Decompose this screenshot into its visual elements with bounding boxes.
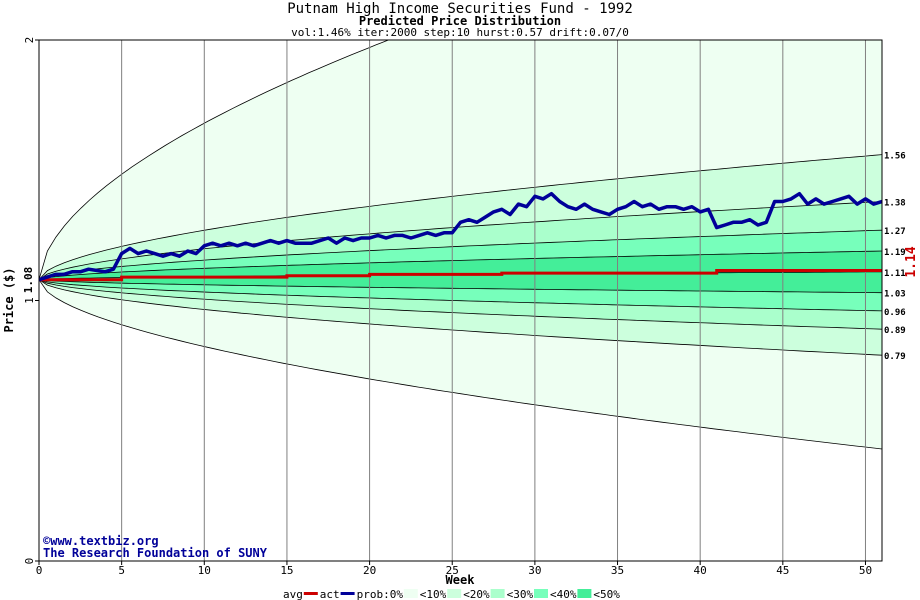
x-tick-label-15: 15	[280, 564, 293, 577]
y-tick-label-0: 0	[23, 558, 36, 565]
legend-swatch-30	[490, 589, 505, 598]
quantile-line-q_upper_40	[39, 154, 882, 280]
x-tick-label-30: 30	[528, 564, 541, 577]
probability-band-8	[39, 279, 882, 356]
quantile-line-q_upper_20	[39, 229, 882, 281]
x-tick-label-0: 0	[36, 564, 43, 577]
quantile-line-outer_lower	[39, 279, 882, 450]
legend-swatch-50	[577, 589, 592, 598]
probability-bands	[39, 40, 882, 561]
legend: avg act prob:0% <10% <20% <30% <40% <50%	[283, 588, 620, 600]
right-label-1.03: 1.03	[884, 290, 906, 300]
x-tick-label-5: 5	[118, 564, 125, 577]
series-line-prob	[39, 191, 882, 282]
y-axis-label: Price ($)	[2, 267, 16, 332]
probability-band-2	[39, 201, 882, 280]
right-quantile-labels: 1.56 1.38 1.27 1.19 1.11 1.03 0.96 0.89 0.79	[884, 152, 906, 363]
legend-swatch-act	[303, 592, 318, 595]
quantile-line-outer_upper	[39, 40, 390, 280]
legend-label-prob0: prob:0%	[357, 588, 404, 600]
x-axis-label: Week	[446, 573, 476, 587]
current-price-label: 1.14	[904, 246, 919, 277]
grid-lines	[121, 40, 866, 561]
legend-label-avg: avg	[283, 588, 303, 600]
probability-band-9	[39, 279, 882, 449]
quantile-line-q_lower_40	[39, 279, 882, 356]
legend-swatch-20	[447, 589, 462, 598]
y-axis-ticks: 0 1 2	[23, 37, 39, 565]
probability-band-6	[39, 279, 882, 311]
legend-swatch-10	[403, 589, 418, 598]
legend-label-20: <20%	[463, 588, 490, 600]
chart-params: vol:1.46% iter:2000 step:10 hurst:0.57 d…	[291, 26, 629, 39]
quantile-line-q_lower_10	[39, 279, 882, 294]
x-tick-label-40: 40	[694, 564, 707, 577]
legend-label-30: <30%	[507, 588, 534, 600]
probability-band-7	[39, 279, 882, 330]
right-label-0.89: 0.89	[884, 326, 906, 336]
quantile-line-q_upper_10	[39, 250, 882, 281]
x-tick-label-25: 25	[446, 564, 459, 577]
legend-swatch-prob0	[340, 592, 355, 595]
right-label-1.38: 1.38	[884, 199, 906, 209]
y-tick-label-1: 1	[23, 297, 36, 304]
right-label-0.96: 0.96	[884, 308, 906, 318]
quantile-line-q_upper_30	[39, 201, 882, 281]
right-label-0.79: 0.79	[884, 352, 906, 362]
x-axis-ticks: 0 5 10 15 20 25 30 35 40 45 50	[36, 561, 872, 577]
legend-label-50: <50%	[593, 588, 620, 600]
quantile-line-q_lower_20	[39, 279, 882, 312]
x-tick-label-20: 20	[363, 564, 376, 577]
series-line-act	[39, 269, 882, 282]
y-tick-label-2: 2	[23, 37, 36, 44]
right-label-1.11: 1.11	[884, 269, 906, 279]
probability-band-3	[39, 230, 882, 280]
x-tick-label-50: 50	[859, 564, 872, 577]
foundation-text: The Research Foundation of SUNY	[43, 546, 268, 560]
right-label-1.27: 1.27	[884, 227, 906, 237]
legend-swatch-40	[534, 589, 548, 598]
right-label-1.19: 1.19	[884, 248, 906, 258]
quantile-line-q_lower_30	[39, 279, 882, 330]
chart-subtitle: Predicted Price Distribution	[359, 14, 561, 28]
legend-label-40: <40%	[550, 588, 577, 600]
right-label-1.56: 1.56	[884, 152, 906, 162]
probability-band-1	[39, 154, 882, 280]
series-lines	[39, 191, 882, 282]
copyright-text: ©www.textbiz.org	[43, 534, 159, 548]
x-tick-label-45: 45	[776, 564, 789, 577]
start-price-label: 1.08	[22, 267, 35, 294]
legend-label-10: <10%	[420, 588, 447, 600]
x-tick-label-10: 10	[198, 564, 211, 577]
legend-label-act: act	[320, 588, 340, 600]
probability-band-0	[39, 40, 882, 280]
chart-title: Putnam High Income Securities Fund - 199…	[287, 1, 633, 17]
x-tick-label-35: 35	[611, 564, 624, 577]
